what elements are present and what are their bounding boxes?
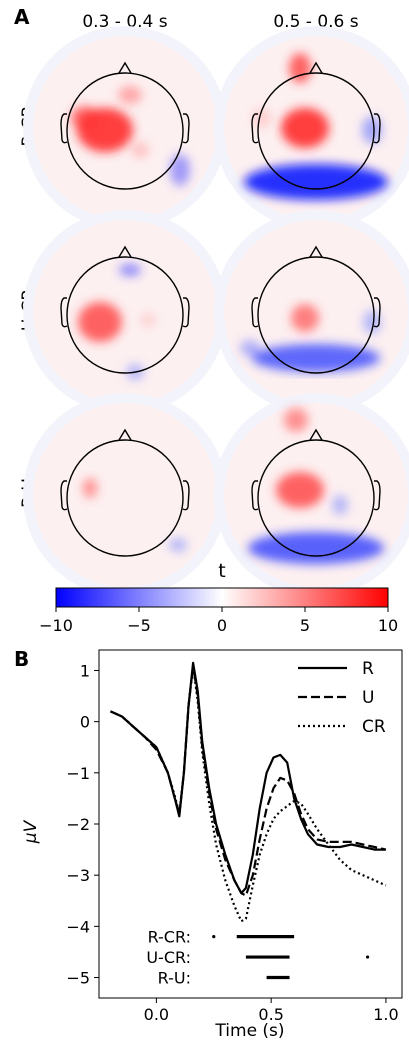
significance-label: U-CR: bbox=[146, 948, 191, 967]
significance-dot bbox=[212, 934, 216, 939]
plot-frame bbox=[98, 649, 403, 999]
activity-blob bbox=[78, 302, 122, 342]
nose bbox=[309, 61, 323, 74]
activity-blob bbox=[248, 532, 384, 564]
y-tick-label: −5 bbox=[66, 969, 90, 988]
activity-blob bbox=[276, 472, 324, 508]
legend-label: U bbox=[362, 688, 374, 708]
y-tick-label: 1 bbox=[80, 661, 90, 680]
activity-blob bbox=[284, 408, 308, 432]
activity-blob bbox=[119, 264, 141, 276]
topomap-activity bbox=[240, 304, 381, 372]
significance-dot bbox=[365, 955, 370, 959]
y-tick-label: −4 bbox=[66, 917, 90, 936]
topomap bbox=[23, 393, 227, 597]
colorbar-ticks bbox=[55, 607, 389, 612]
head-outline bbox=[257, 72, 375, 190]
head-outline bbox=[257, 256, 375, 374]
right-ear bbox=[373, 480, 381, 511]
left-ear bbox=[60, 297, 68, 328]
head-outline bbox=[66, 439, 184, 557]
left-ear bbox=[60, 480, 68, 511]
topomap bbox=[214, 26, 409, 230]
activity-blob bbox=[131, 142, 149, 158]
topomap bbox=[23, 26, 227, 230]
legend-label: R bbox=[362, 659, 374, 679]
activity-blob bbox=[252, 344, 380, 372]
x-axis-label: Time (s) bbox=[214, 1021, 284, 1041]
topomap-activity bbox=[244, 53, 388, 200]
series-line-u bbox=[110, 664, 387, 897]
activity-blob bbox=[118, 86, 142, 104]
left-ear bbox=[251, 113, 259, 144]
x-tick-label: 0.5 bbox=[258, 1005, 283, 1024]
topomap-grid bbox=[23, 26, 409, 597]
head-outline bbox=[257, 439, 375, 557]
colorbar-tick-label: 10 bbox=[378, 616, 398, 635]
topomap-activity bbox=[83, 478, 187, 552]
y-tick-label: −3 bbox=[66, 866, 90, 885]
activity-blob bbox=[281, 108, 329, 148]
activity-blob bbox=[169, 538, 187, 552]
column-label-2: 0.5 - 0.6 s bbox=[273, 12, 358, 32]
nose bbox=[118, 428, 132, 441]
topomap bbox=[23, 210, 227, 414]
topomap-activity bbox=[248, 408, 384, 564]
colorbar-label: t bbox=[218, 560, 225, 582]
activity-blob bbox=[252, 108, 272, 128]
significance-label: R-U: bbox=[158, 969, 191, 988]
activity-blob bbox=[83, 478, 97, 498]
head-outline bbox=[66, 72, 184, 190]
nose bbox=[118, 245, 132, 258]
right-ear bbox=[373, 113, 381, 144]
topomap-background bbox=[28, 215, 222, 409]
activity-blob bbox=[244, 164, 388, 200]
panel-a-label: A bbox=[14, 5, 30, 29]
activity-blob bbox=[140, 312, 156, 328]
colorbar-tick-label: −10 bbox=[39, 616, 73, 635]
series-line-cr bbox=[110, 664, 387, 923]
topomap-activity bbox=[71, 86, 190, 186]
y-tick-label: 0 bbox=[80, 713, 90, 732]
activity-blob bbox=[291, 304, 319, 332]
y-tick-label: −2 bbox=[66, 815, 90, 834]
activity-blob bbox=[332, 495, 348, 515]
activity-blob bbox=[363, 310, 381, 334]
nose bbox=[309, 428, 323, 441]
head-outline bbox=[66, 256, 184, 374]
colorbar-tick-label: 0 bbox=[217, 616, 227, 635]
y-axis-label: µV bbox=[21, 819, 41, 844]
x-tick-label: 0.0 bbox=[144, 1005, 169, 1024]
topomap bbox=[214, 393, 409, 597]
right-ear bbox=[182, 113, 190, 144]
activity-blob bbox=[289, 53, 311, 83]
topomap bbox=[214, 210, 409, 414]
activity-blob bbox=[240, 340, 260, 356]
x-tick-label: 1.0 bbox=[373, 1005, 398, 1024]
colorbar-tick-label: −5 bbox=[127, 616, 151, 635]
right-ear bbox=[182, 480, 190, 511]
colorbar-tick-label: 5 bbox=[300, 616, 310, 635]
panel-b-label: B bbox=[14, 647, 29, 671]
left-ear bbox=[251, 297, 259, 328]
activity-blob bbox=[170, 154, 190, 186]
y-tick-label: −1 bbox=[66, 764, 90, 783]
activity-blob bbox=[362, 116, 382, 144]
legend-label: CR bbox=[362, 717, 386, 737]
significance-label: R-CR: bbox=[148, 928, 191, 947]
colorbar bbox=[55, 587, 389, 608]
right-ear bbox=[373, 297, 381, 328]
erp-chart: 0.0 0.5 1.0 1 0 −1 −2 −3 −4 −5 RU CR R-CR:U-CR: R-U: bbox=[66, 649, 403, 1024]
left-ear bbox=[251, 480, 259, 511]
column-label-1: 0.3 - 0.4 s bbox=[82, 12, 167, 32]
nose bbox=[309, 245, 323, 258]
nose bbox=[118, 61, 132, 74]
activity-blob bbox=[71, 106, 99, 130]
right-ear bbox=[182, 297, 190, 328]
left-ear bbox=[60, 113, 68, 144]
